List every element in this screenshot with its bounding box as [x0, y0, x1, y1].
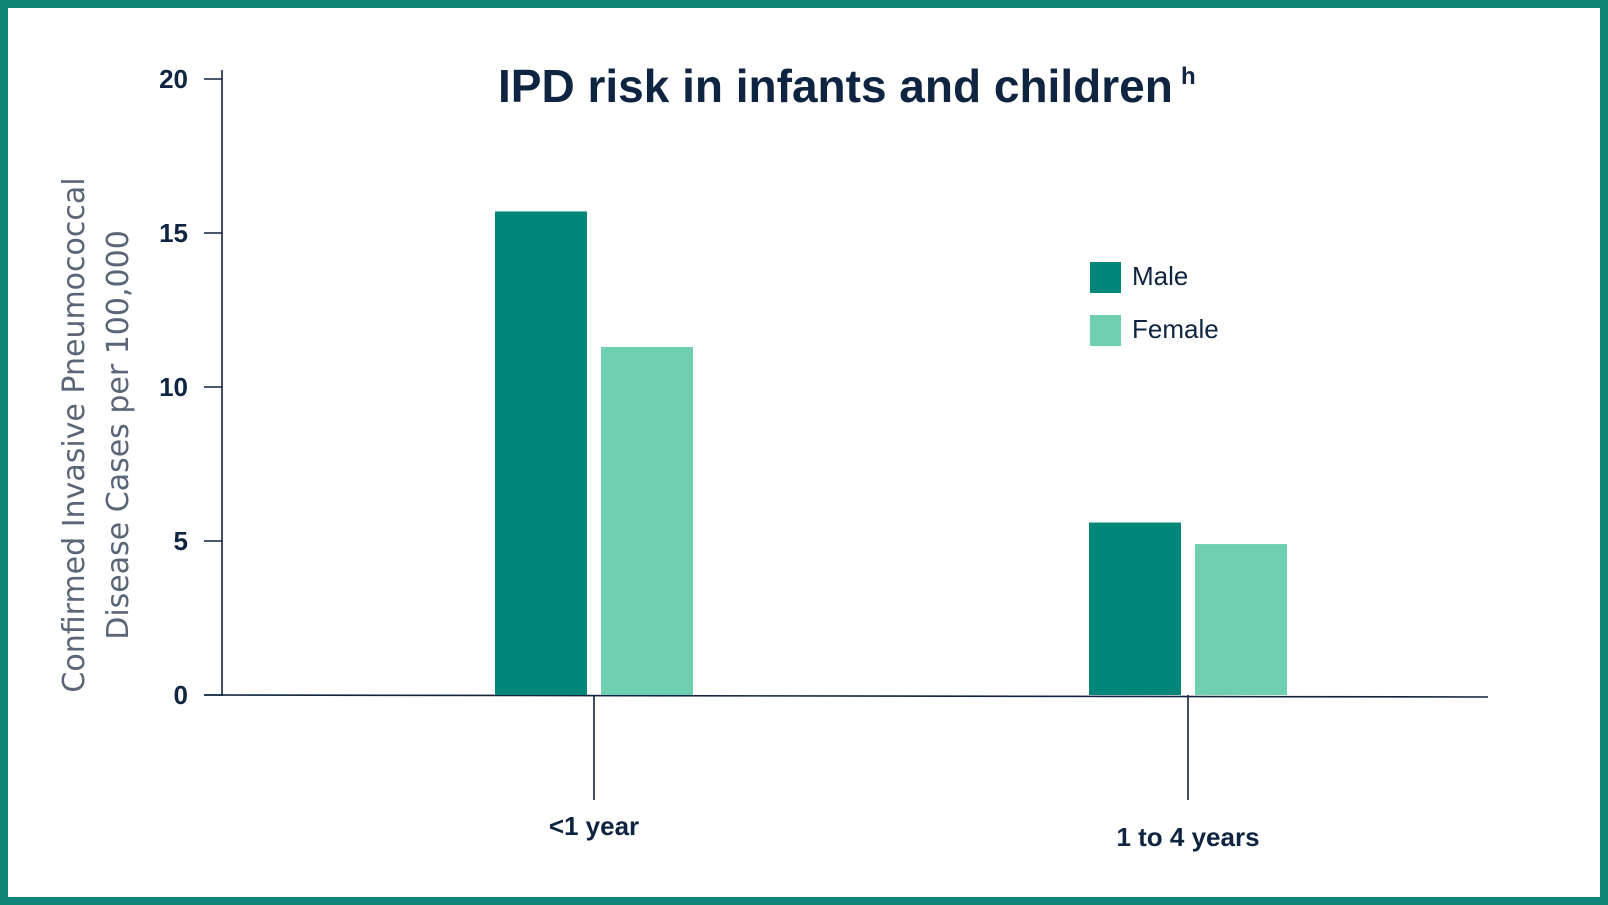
bar-male-under-1-year	[495, 211, 587, 695]
bars	[495, 211, 1287, 695]
y-tick-label: 0	[174, 680, 188, 710]
bar-female-1-to-4-years	[1195, 544, 1287, 695]
y-axis-label-line-2: Disease Cases per 100,000	[101, 230, 136, 640]
chart-title: IPD risk in infants and children	[498, 60, 1173, 112]
bar-male-1-to-4-years	[1089, 522, 1181, 695]
x-category-label: 1 to 4 years	[1116, 822, 1259, 852]
x-axis-line	[203, 694, 1489, 698]
x-ticks: <1 year 1 to 4 years	[549, 695, 1260, 852]
y-axis-label: Confirmed Invasive Pneumococcal Disease …	[57, 177, 136, 692]
y-tick-label: 5	[174, 526, 188, 556]
y-tick-label: 15	[159, 218, 188, 248]
legend-swatch-male	[1090, 262, 1121, 293]
y-axis-label-line-1: Confirmed Invasive Pneumococcal	[57, 177, 92, 692]
legend-swatch-female	[1090, 315, 1121, 346]
legend-label-male: Male	[1132, 261, 1188, 291]
legend: Male Female	[1090, 261, 1219, 346]
x-category-label: <1 year	[549, 811, 639, 841]
y-tick-label: 20	[159, 64, 188, 94]
bar-female-under-1-year	[601, 346, 693, 695]
legend-label-female: Female	[1132, 314, 1219, 344]
chart-title-superscript: h	[1181, 63, 1196, 90]
y-tick-label: 10	[159, 372, 188, 402]
y-ticks: 0 5 10 15 20	[159, 64, 222, 710]
